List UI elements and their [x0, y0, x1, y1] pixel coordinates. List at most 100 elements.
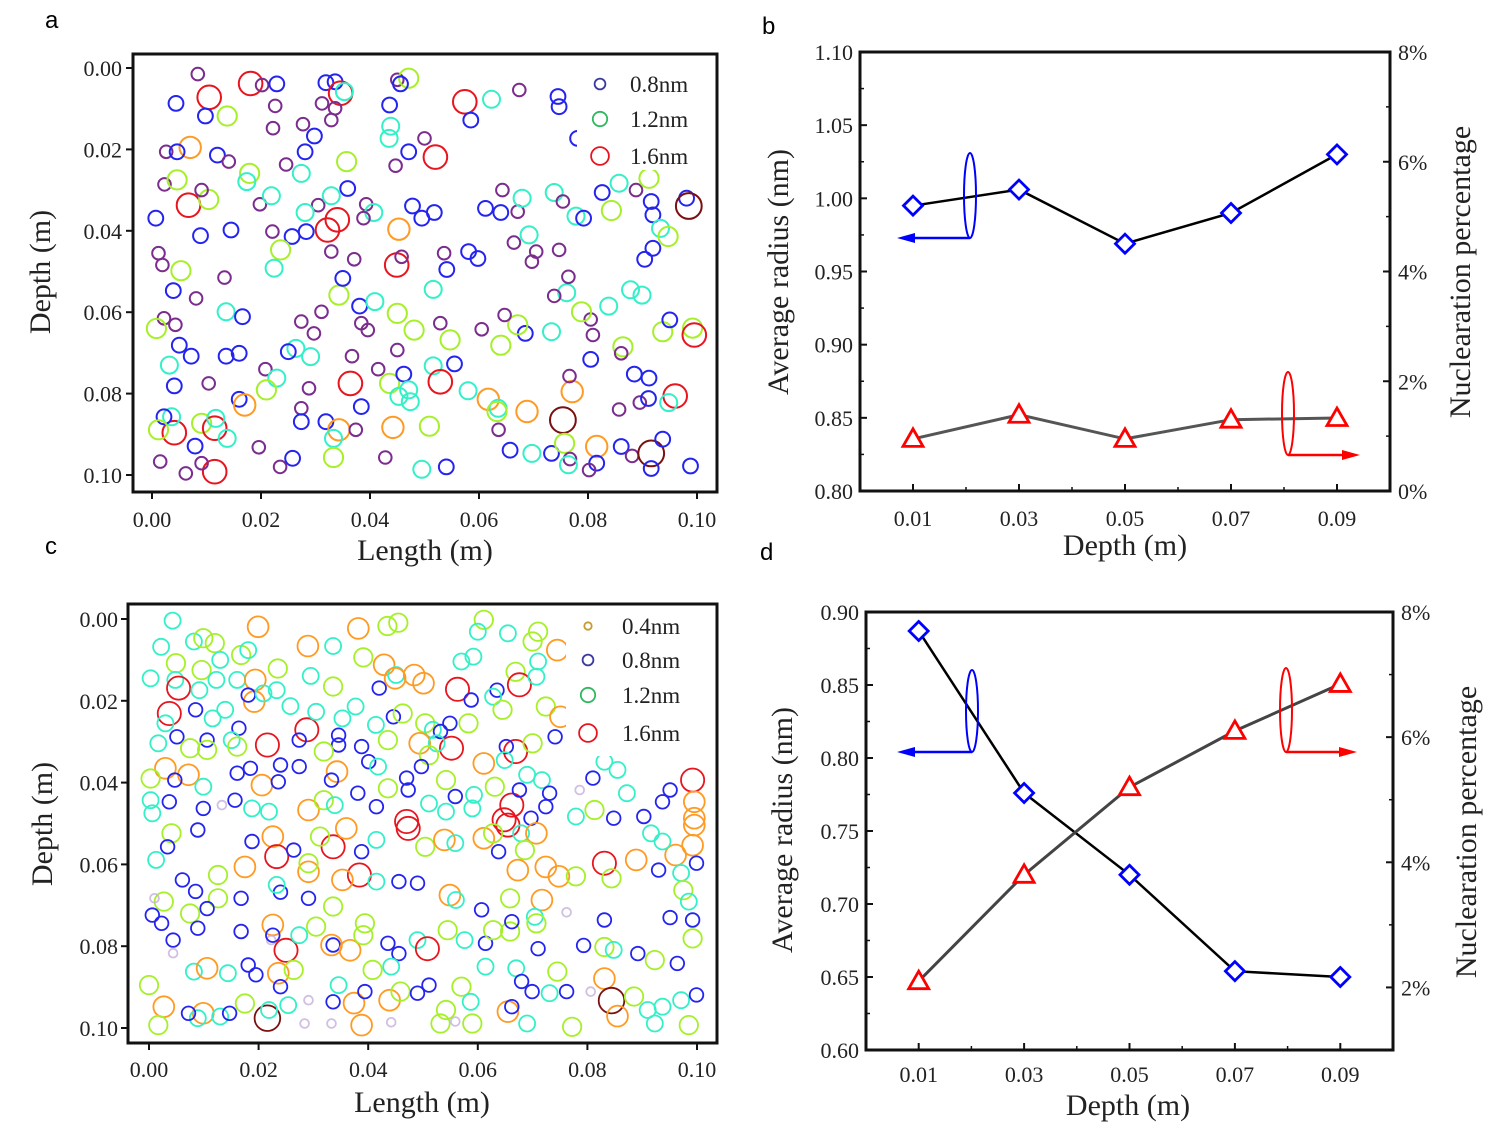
scatter-point: [346, 697, 365, 716]
scatter-point: [198, 188, 220, 211]
scatter-point: [526, 913, 547, 934]
scatter-point: [511, 782, 528, 798]
scatter-point: [325, 994, 341, 1010]
scatter-point: [462, 111, 480, 129]
scatter-point: [524, 983, 540, 1000]
scatter-point: [650, 862, 667, 878]
scatter-point: [402, 663, 426, 687]
scatter-point: [190, 822, 206, 838]
scatter-point: [436, 245, 452, 261]
red-axis-arrow-head-icon: [1342, 450, 1360, 460]
scatter-point: [409, 985, 426, 1001]
scatter-point: [624, 448, 640, 464]
scatter-point: [581, 462, 597, 478]
scatter-point: [612, 438, 630, 455]
scatter-point: [465, 786, 483, 804]
scatter-point: [264, 844, 290, 870]
y-tick-label: 0.80: [815, 479, 854, 504]
scatter-point: [240, 957, 256, 973]
scatter-point: [662, 909, 678, 926]
scatter-point: [547, 961, 568, 982]
scatter-point: [244, 833, 260, 850]
scatter-point: [505, 661, 526, 682]
scatter-point: [664, 843, 687, 867]
x-tick-label: 0.08: [568, 1057, 607, 1082]
scatter-point: [290, 926, 309, 945]
scatter-point: [221, 1005, 238, 1022]
x-axis-title: Depth (m): [1066, 1089, 1190, 1122]
scatter-point: [464, 647, 483, 666]
scatter-point: [261, 913, 285, 937]
scatter-point: [367, 872, 386, 891]
scatter-point: [390, 981, 411, 1002]
scatter-point: [313, 741, 334, 762]
scatter-point: [541, 785, 558, 801]
x-tick-label: 0.03: [1000, 506, 1039, 531]
scatter-point: [398, 770, 415, 786]
y-tick-label: 0.10: [80, 1016, 119, 1041]
scatter-point: [554, 432, 576, 454]
diamond-marker: [1223, 959, 1247, 983]
scatter-point: [168, 143, 186, 161]
scatter-point: [383, 666, 407, 690]
y2-tick-label: 6%: [1401, 725, 1430, 750]
scatter-point: [462, 1013, 483, 1034]
scatter-point: [187, 883, 204, 900]
scatter-point: [644, 239, 662, 257]
scatter-point: [395, 365, 413, 383]
legend-label: 1.2nm: [630, 107, 688, 132]
scatter-point: [194, 182, 209, 198]
scatter-point: [324, 428, 343, 448]
x-axis-title: Length (m): [357, 534, 493, 567]
scatter-point: [435, 769, 457, 791]
scatter-point: [506, 858, 530, 882]
scatter-point: [612, 336, 634, 358]
scatter-point: [575, 209, 592, 227]
scatter-point: [197, 107, 214, 125]
y-tick-label: 1.05: [815, 113, 854, 138]
triangle-marker: [1327, 671, 1353, 693]
scatter-points: [145, 66, 708, 485]
scatter-point: [321, 186, 341, 206]
scatter-point: [608, 761, 627, 779]
y-tick-label: 0.85: [815, 406, 854, 431]
scatter-point: [221, 154, 237, 169]
scatter-point: [455, 931, 474, 949]
scatter-point: [141, 669, 160, 688]
y-tick-label: 0.90: [821, 600, 860, 625]
scatter-point: [377, 615, 398, 637]
x-tick-label: 0.07: [1216, 1062, 1255, 1087]
scatter-point: [322, 446, 345, 469]
scatter-point: [270, 774, 287, 790]
scatter-point: [162, 407, 182, 427]
scatter-point: [159, 839, 176, 855]
x-tick-label: 0.04: [349, 1057, 388, 1082]
scatter-point: [533, 771, 551, 789]
scatter-point: [435, 999, 457, 1021]
scatter-point: [366, 716, 385, 734]
x-tick-label: 0.02: [239, 1057, 278, 1082]
diamond-marker: [907, 619, 931, 643]
scatter-point: [391, 945, 407, 962]
scatter-point: [495, 751, 514, 769]
scatter-point: [414, 936, 440, 962]
scatter-point: [575, 937, 592, 954]
scatter-point: [446, 891, 465, 909]
legend-marker: [579, 686, 597, 704]
scatter-point: [567, 807, 585, 826]
scatter-point: [522, 631, 543, 652]
panel-letter-a: a: [45, 7, 59, 34]
panel-b-line-chart: 0.01 0.03 0.05 0.07 0.09 0.80 0.85 0.90 0.95 1.00…: [762, 40, 1477, 562]
y-tick-label: 0.00: [84, 56, 123, 81]
scatter-point: [412, 459, 432, 479]
scatter-point: [138, 974, 160, 996]
scatter-point: [320, 834, 346, 860]
scatter-point: [557, 283, 577, 303]
scatter-point: [222, 221, 240, 239]
scatter-point: [154, 756, 177, 780]
scatter-point: [632, 285, 652, 305]
scatter-point: [540, 984, 559, 1003]
scatter-point: [442, 715, 458, 732]
scatter-point: [662, 782, 678, 798]
